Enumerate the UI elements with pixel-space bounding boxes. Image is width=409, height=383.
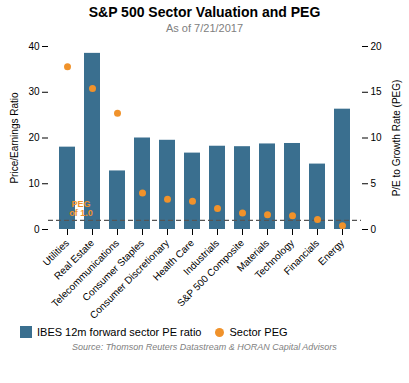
svg-text:S&P 500 Composite: S&P 500 Composite: [175, 237, 247, 309]
svg-text:P/E to Growth Rate (PEG): P/E to Growth Rate (PEG): [391, 80, 402, 197]
svg-text:Energy: Energy: [316, 237, 346, 267]
svg-text:15: 15: [371, 86, 383, 97]
svg-text:10: 10: [28, 178, 40, 189]
svg-text:Financials: Financials: [282, 237, 322, 277]
html-text:As of 7/21/2017: As of 7/21/2017: [166, 22, 243, 34]
svg-text:Materials: Materials: [234, 237, 272, 274]
svg-text:PEGof 1.0: PEGof 1.0: [69, 199, 93, 218]
svg-text:0: 0: [34, 224, 40, 235]
svg-text:40: 40: [28, 41, 40, 52]
svg-text:Price/Earnings Ratio: Price/Earnings Ratio: [9, 92, 20, 184]
svg-text:Telecommunications: Telecommunications: [49, 237, 122, 310]
html-text:S&P 500 Sector Valuation and P: S&P 500 Sector Valuation and PEG: [88, 4, 321, 20]
svg-text:Utilities: Utilities: [40, 237, 72, 268]
svg-text:Real Estate: Real Estate: [51, 237, 97, 282]
svg-text:5: 5: [371, 178, 377, 189]
svg-text:10: 10: [371, 132, 383, 143]
svg-text:Consumer Discretionary: Consumer Discretionary: [87, 237, 172, 321]
svg-text:0: 0: [371, 224, 377, 235]
svg-text:Technology: Technology: [252, 237, 297, 281]
html-text:IBES 12m forward sector PE rat: IBES 12m forward sector PE ratio: [37, 326, 202, 338]
svg-text:20: 20: [28, 132, 40, 143]
svg-text:Consumer Staples: Consumer Staples: [80, 237, 147, 304]
svg-text:20: 20: [371, 41, 383, 52]
html-text:Sector PEG: Sector PEG: [229, 326, 288, 338]
svg-text:Industrials: Industrials: [181, 237, 222, 278]
svg-text:Health Care: Health Care: [150, 237, 197, 283]
svg-text:30: 30: [28, 86, 40, 97]
html-text:Source: Thomson Reuters Datast: Source: Thomson Reuters Datastream & HOR…: [72, 342, 337, 352]
